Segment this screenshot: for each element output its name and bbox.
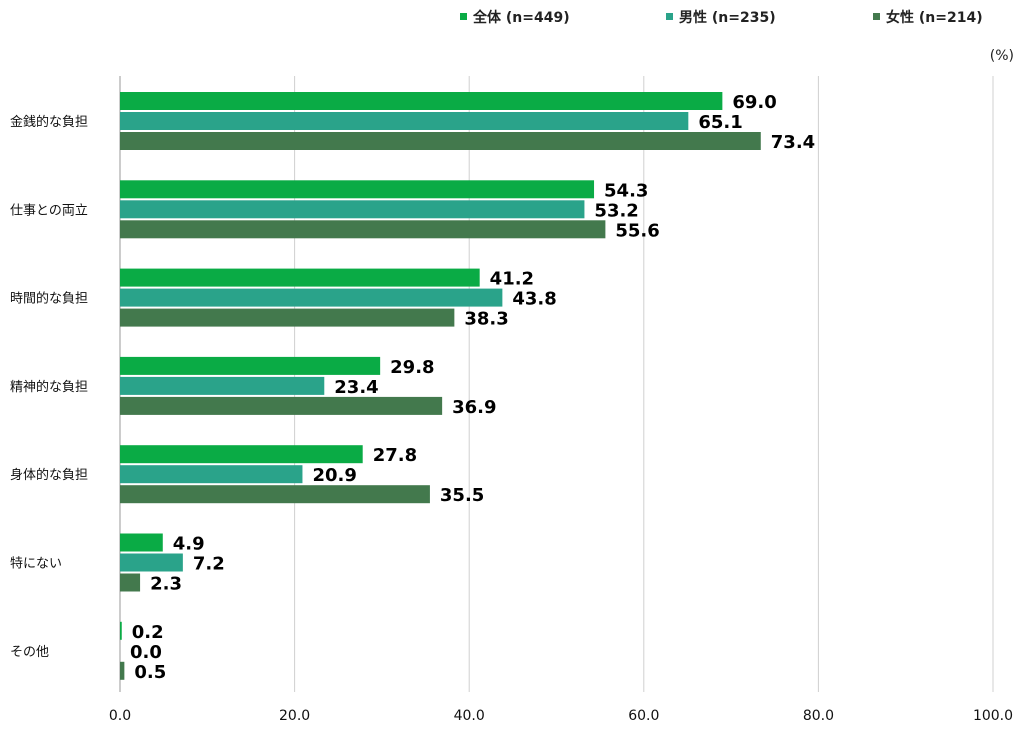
bar-s1-c1 [120,200,585,219]
value-label-s0-c4: 27.8 [373,445,417,466]
legend-swatch-1 [666,13,673,20]
bar-s0-c5 [120,533,163,552]
bar-s0-c1 [120,180,595,199]
bar-s1-c4 [120,465,303,484]
x-tick-label-2: 40.0 [454,708,485,724]
unit-label: (%) [990,48,1014,64]
bar-s0-c0 [120,92,723,110]
category-label-1: 仕事との両立 [10,203,88,218]
bar-s2-c3 [120,396,443,415]
x-tick-label-5: 100.0 [973,708,1013,724]
bar-s0-c3 [120,356,381,375]
legend-swatch-2 [873,13,880,20]
legend-label-1: 男性 (n=235) [679,9,776,26]
value-label-s1-c4: 20.9 [312,465,356,486]
bar-s1-c2 [120,288,503,307]
bar-s2-c2 [120,308,455,327]
x-tick-label-3: 60.0 [628,708,659,724]
category-label-2: 時間的な負担 [10,291,88,307]
value-label-s0-c2: 41.2 [490,269,534,290]
x-tick-label-4: 80.0 [803,708,834,724]
bar-s0-c2 [120,268,480,287]
x-tick-label-1: 20.0 [279,708,310,724]
value-label-s1-c2: 43.8 [512,289,556,310]
category-label-5: 特にない [10,557,62,572]
bar-layer [120,92,761,680]
value-label-s0-c0: 69.0 [732,92,776,113]
value-label-s2-c2: 38.3 [464,309,508,330]
bar-s2-c6 [120,661,125,680]
bar-s2-c0 [120,132,761,150]
grid-layer: 0.0 20.0 40.0 60.0 80.0 100.0 [109,76,1013,724]
value-label-s2-c5: 2.3 [150,574,182,595]
value-label-s1-c1: 53.2 [594,200,638,221]
category-label-3: 精神的な負担 [10,379,88,395]
category-label-4: 身体的な負担 [10,467,88,483]
value-label-s0-c1: 54.3 [604,180,648,201]
value-label-s2-c3: 36.9 [452,397,496,418]
category-label-0: 金銭的な負担 [10,114,88,130]
bar-s1-c3 [120,376,325,395]
value-label-s0-c6: 0.2 [132,622,164,643]
value-label-s2-c1: 55.6 [615,220,659,241]
bar-s2-c4 [120,485,430,504]
legend: 全体 (n=449) 男性 (n=235) 女性 (n=214) [460,9,983,26]
bar-s1-c0 [120,112,689,130]
value-label-s1-c3: 23.4 [334,377,378,398]
bar-s2-c1 [120,220,606,239]
bar-s1-c5 [120,553,183,572]
category-label-6: その他 [10,645,49,660]
label-layer: 金銭的な負担 69.065.1 73.4 仕事との両立 54.353.255.6 時間的な… [10,92,815,683]
legend-label-2: 女性 (n=214) [886,9,983,26]
value-label-s1-c5: 7.2 [193,554,225,575]
value-label-s0-c5: 4.9 [173,534,205,555]
legend-label-0: 全体 (n=449) [472,9,570,26]
value-label-s0-c3: 29.8 [390,357,434,378]
value-label-s2-c0: 73.4 [771,132,815,153]
x-tick-label-0: 0.0 [109,708,131,724]
value-label-s1-c6: 0.0 [130,642,162,663]
value-label-s2-c4: 35.5 [440,485,484,506]
value-label-s2-c6: 0.5 [134,662,166,683]
bar-s0-c6 [120,621,122,640]
bar-s0-c4 [120,445,363,464]
legend-swatch-0 [460,13,467,20]
bar-s2-c5 [120,573,141,592]
value-label-s1-c0: 65.1 [698,112,742,133]
